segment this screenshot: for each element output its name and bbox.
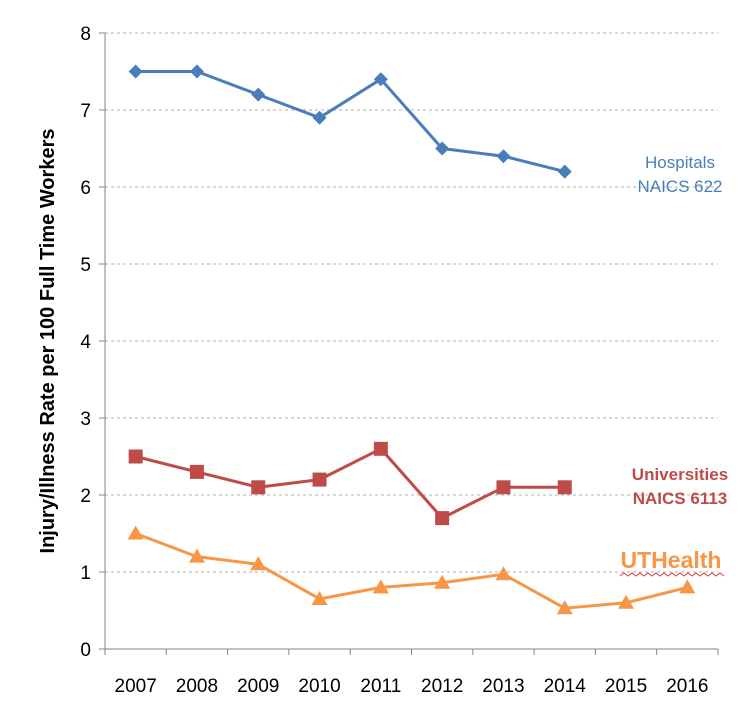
- series-group: [127, 64, 696, 615]
- x-tick-label: 2016: [666, 676, 708, 697]
- series-label: NAICS 6113: [633, 489, 728, 508]
- y-axis-label: Injury/Illness Rate per 100 Full Time Wo…: [37, 129, 59, 554]
- x-tick-label: 2011: [360, 676, 401, 697]
- data-point: [128, 64, 143, 79]
- x-tick-label: 2013: [482, 676, 524, 697]
- data-point: [128, 449, 143, 464]
- x-tick-label: 2015: [605, 676, 647, 697]
- data-point: [495, 566, 512, 581]
- spellcheck-underline: [619, 572, 725, 577]
- series-label: Universities: [632, 465, 728, 484]
- data-point: [435, 141, 450, 156]
- series-line: [135, 70, 566, 174]
- y-tick-label: 4: [80, 332, 91, 353]
- x-tick-label: 2009: [237, 676, 279, 697]
- axes: 0 1 2 3 4 5 6 7 8 2007 2008 2009 2010 2011 2012 2013 201…: [80, 24, 719, 697]
- series-triangle: [127, 525, 696, 615]
- gridlines: [105, 32, 718, 573]
- data-point: [373, 72, 388, 87]
- data-point: [435, 511, 450, 526]
- data-point: [496, 149, 511, 164]
- series-line: [135, 447, 565, 520]
- y-tick-label: 7: [80, 101, 91, 122]
- y-tick-label: 2: [80, 486, 91, 507]
- data-point: [557, 164, 572, 179]
- data-point: [311, 590, 328, 605]
- data-point: [312, 110, 327, 125]
- y-tick-label: 6: [80, 178, 91, 199]
- data-point: [679, 579, 696, 594]
- data-point: [312, 472, 327, 487]
- data-point: [189, 64, 204, 79]
- series-label: Hospitals: [645, 153, 715, 172]
- data-point: [557, 480, 572, 495]
- data-point: [189, 464, 204, 479]
- x-tick-label: 2008: [176, 676, 218, 697]
- data-point: [434, 574, 451, 589]
- y-tick-label: 8: [80, 24, 91, 45]
- data-point: [372, 579, 389, 594]
- x-tick-label: 2012: [421, 676, 463, 697]
- series-label: UTHealth: [621, 547, 722, 573]
- series-line: [135, 532, 688, 610]
- data-point: [618, 594, 635, 609]
- data-point: [188, 548, 205, 563]
- data-point: [127, 525, 144, 540]
- y-tick-label: 3: [80, 409, 91, 430]
- series-square: [128, 441, 572, 526]
- x-tick-label: 2014: [544, 676, 587, 697]
- x-tick-label: 2010: [298, 676, 340, 697]
- series-diamond: [128, 64, 572, 179]
- series-labels: Hospitals NAICS 622 Universities NAICS 6113…: [619, 153, 728, 577]
- data-point: [496, 480, 511, 495]
- y-tick-label: 0: [80, 640, 91, 661]
- data-point: [251, 480, 266, 495]
- x-tick-label: 2007: [115, 676, 157, 697]
- data-point: [556, 600, 573, 615]
- data-point: [251, 87, 266, 102]
- data-point: [250, 556, 267, 571]
- series-label: NAICS 622: [637, 177, 722, 196]
- y-tick-label: 1: [80, 563, 91, 584]
- data-point: [373, 441, 388, 456]
- y-tick-label: 5: [80, 255, 91, 276]
